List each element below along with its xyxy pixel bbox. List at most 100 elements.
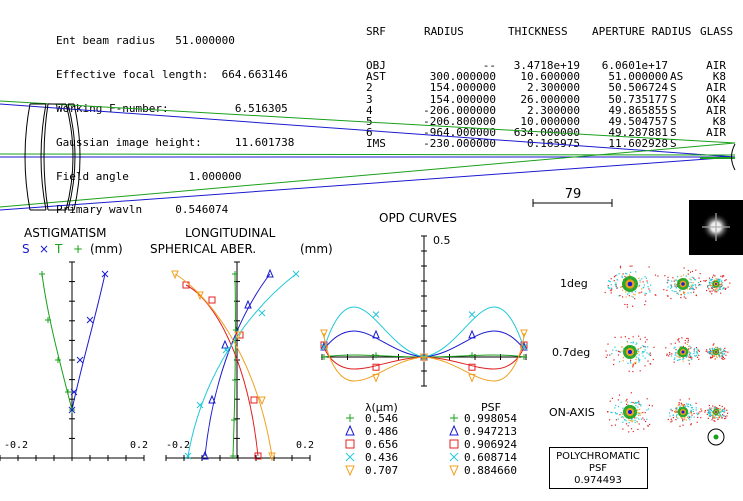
spot-dot xyxy=(643,284,645,286)
spot-dot xyxy=(717,278,719,280)
spot-dot xyxy=(613,364,615,366)
spot-dot xyxy=(655,294,657,296)
spot-dot xyxy=(719,347,721,349)
spot-dot xyxy=(693,348,695,350)
spot-dot xyxy=(717,414,720,416)
opd-curve-left xyxy=(323,344,425,370)
spot-dot xyxy=(637,349,639,351)
marker-stroke xyxy=(320,329,328,339)
spot-dot xyxy=(684,417,686,419)
astig-plus-marker: + xyxy=(73,242,83,256)
marker-triangle xyxy=(468,329,476,339)
spot-dot xyxy=(723,408,725,410)
marker-+ xyxy=(231,417,237,423)
spot-dot xyxy=(669,352,671,354)
spot-dot xyxy=(611,353,613,355)
ray-blue-upper xyxy=(0,103,736,158)
spot-dot xyxy=(646,352,648,354)
spot-dot xyxy=(618,351,620,353)
spot-dot xyxy=(721,285,723,287)
spot-dot xyxy=(682,420,684,422)
poly-psf-value: 0.974493 xyxy=(574,475,622,486)
marker-stroke xyxy=(86,316,94,324)
spot-dot xyxy=(674,342,676,344)
spot-dot xyxy=(727,351,729,353)
spot-dot xyxy=(724,415,726,417)
spot-dot xyxy=(687,403,689,405)
spot-dot xyxy=(648,404,650,406)
spot-dot xyxy=(675,419,677,421)
spot-dot xyxy=(616,279,618,281)
spot-dot xyxy=(705,279,707,282)
cell-radius: -206.800000 xyxy=(423,114,496,128)
spot-dot xyxy=(609,419,611,421)
cell-flag: S xyxy=(670,81,677,95)
param-value: 664.663146 xyxy=(221,68,288,82)
spot-dot xyxy=(670,408,672,410)
cell-thickness: 2.300000 xyxy=(527,81,580,95)
spot-dot xyxy=(615,349,617,352)
marker-stroke xyxy=(184,452,192,460)
spot-dot xyxy=(720,292,722,294)
spot-dot xyxy=(641,291,643,293)
spot-dot xyxy=(622,428,624,430)
cell-srf: 6 xyxy=(366,126,373,140)
opd-title: OPD CURVES xyxy=(379,211,457,225)
spot-dot xyxy=(706,349,708,351)
marker-triangle xyxy=(372,329,380,339)
marker-stroke xyxy=(208,394,216,404)
spot-dot xyxy=(712,350,714,352)
spot-dot xyxy=(692,282,694,284)
spot-dot xyxy=(719,404,721,407)
param-row: Effective focal length: 664.663146 xyxy=(56,69,294,80)
spot-dot xyxy=(608,280,610,282)
spot-dot xyxy=(678,402,680,404)
spot-dot xyxy=(692,410,694,413)
marker-stroke xyxy=(196,291,204,301)
spot-dot xyxy=(719,411,721,413)
spot-dot xyxy=(682,345,684,347)
spot-dot xyxy=(622,416,624,418)
spot-dot xyxy=(644,304,646,306)
spot-dot xyxy=(723,275,725,277)
marker-square xyxy=(372,363,380,371)
lsa-curve xyxy=(204,273,271,457)
spot-dot xyxy=(638,292,640,294)
spot-dot xyxy=(685,297,687,299)
marker-triangle xyxy=(201,450,209,460)
spot-dot xyxy=(675,279,677,281)
spot-dot xyxy=(632,401,634,404)
lens-surface-2 xyxy=(40,103,47,211)
spot-dot xyxy=(628,338,630,340)
spot-dot xyxy=(649,423,651,425)
marker-stroke xyxy=(420,353,428,363)
spot-core-blue xyxy=(681,350,685,354)
spot-dot xyxy=(670,285,672,287)
spot-dot xyxy=(723,349,725,351)
spot-dot xyxy=(635,402,637,404)
spot-dot xyxy=(719,349,721,351)
spot-dot xyxy=(714,275,716,277)
spot-dot xyxy=(707,417,709,419)
spot-dot xyxy=(644,365,646,367)
spot-dot xyxy=(697,416,699,418)
lens-surface-6 xyxy=(73,103,81,211)
spot-dot xyxy=(626,304,628,306)
spot-dot xyxy=(667,418,669,421)
spot-dot xyxy=(691,285,693,287)
lens-surface-4 xyxy=(65,103,74,211)
ray-green-upper xyxy=(0,100,736,144)
spot-dot xyxy=(720,415,722,417)
spot-dot xyxy=(632,364,634,367)
spot-dot xyxy=(714,417,716,419)
spot-dot xyxy=(695,402,697,404)
marker-square xyxy=(468,363,476,371)
spot-dot xyxy=(614,407,616,409)
spot-label-1deg: 1deg xyxy=(560,277,588,290)
spot-core-blue xyxy=(681,282,685,286)
spot-dot xyxy=(632,296,634,298)
spot-dot xyxy=(645,277,647,279)
marker-triangle-down xyxy=(258,396,266,406)
spot-dot xyxy=(638,359,640,361)
